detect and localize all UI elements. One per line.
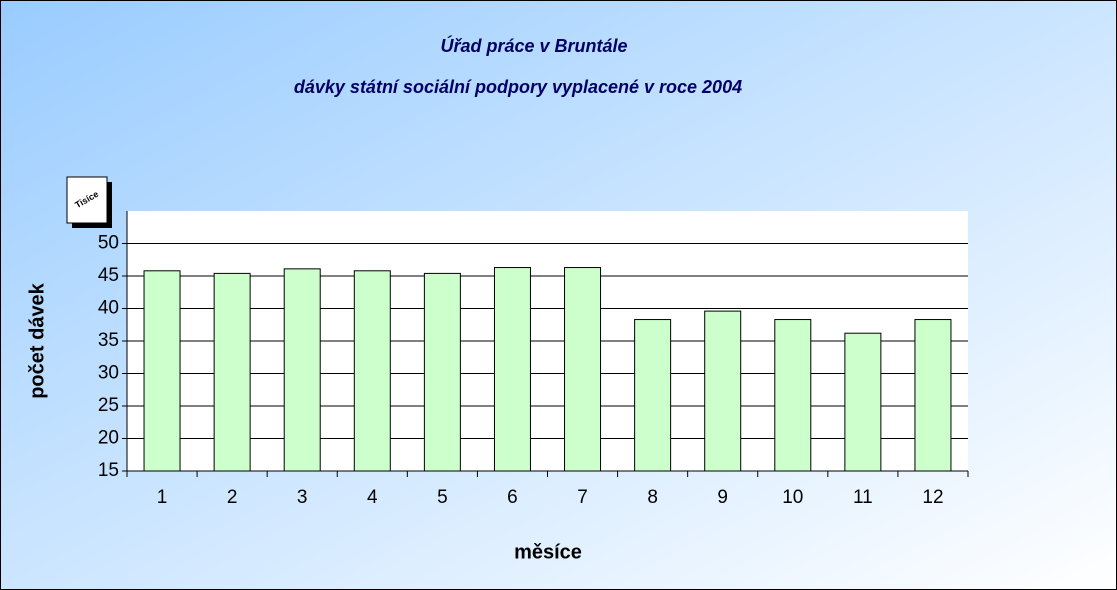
bar — [213, 272, 251, 472]
chart-title: Úřad práce v Bruntále — [440, 35, 627, 56]
bar — [143, 270, 181, 472]
units-box — [66, 176, 108, 224]
x-tick-label: 1 — [157, 487, 168, 508]
x-tick-label: 10 — [782, 487, 803, 508]
bar — [634, 319, 672, 472]
x-tick-label: 7 — [577, 487, 588, 508]
x-tick-label: 6 — [507, 487, 518, 508]
y-tick-label: 25 — [98, 395, 119, 416]
x-tick-label: 9 — [717, 487, 728, 508]
y-tick-label: 30 — [98, 363, 119, 384]
bar — [493, 267, 531, 472]
y-tick-label: 40 — [98, 298, 119, 319]
x-tick-label: 2 — [227, 487, 238, 508]
bar — [423, 272, 461, 472]
y-tick-label: 35 — [98, 330, 119, 351]
x-tick-label: 8 — [647, 487, 658, 508]
bar — [844, 332, 882, 472]
x-tick-label: 12 — [922, 487, 943, 508]
y-tick-label: 45 — [98, 265, 119, 286]
x-tick-label: 5 — [437, 487, 448, 508]
y-axis-label: počet dávek — [26, 282, 48, 398]
x-tick-label: 4 — [367, 487, 378, 508]
y-tick-label: 50 — [98, 233, 119, 254]
bar — [914, 319, 952, 472]
bar — [774, 319, 812, 472]
x-tick-label: 3 — [297, 487, 308, 508]
bar — [564, 267, 602, 472]
bar — [353, 270, 391, 472]
bar — [283, 268, 321, 472]
chart-subtitle: dávky státní sociální podpory vyplacené … — [294, 77, 742, 97]
bar — [704, 310, 742, 472]
y-tick-label: 15 — [98, 460, 119, 481]
y-tick-label: 20 — [98, 428, 119, 449]
x-tick-label: 11 — [853, 487, 873, 508]
x-axis-label: měsíce — [514, 541, 582, 563]
